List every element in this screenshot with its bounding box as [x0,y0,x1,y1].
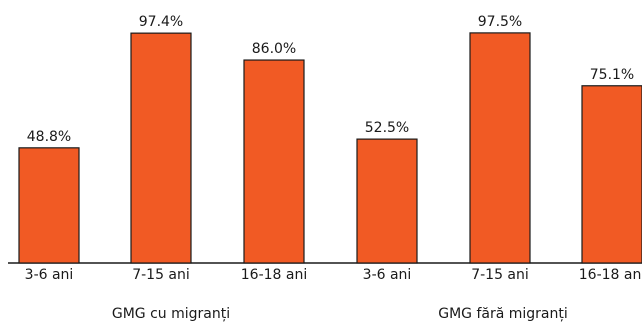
value-label: 75.1% [590,67,634,83]
value-label: 97.5% [478,14,522,30]
x-tick-label: 3-6 ani [25,267,74,283]
bar [469,32,531,264]
bar [581,85,642,264]
x-tick-label: 16-18 ani [241,267,307,283]
x-tick-label: 7-15 ani [132,267,190,283]
bar [18,147,80,264]
value-label: 48.8% [27,129,71,145]
x-tick-label: 16-18 ani [579,267,642,283]
bar [356,138,418,264]
x-tick-label: 7-15 ani [471,267,529,283]
bar [130,32,192,264]
value-label: 52.5% [365,120,409,136]
x-tick-label: 3-6 ani [363,267,412,283]
group-label: GMG cu migranți [112,306,230,322]
group-label: GMG fără migranți [438,306,568,322]
value-label: 86.0% [252,41,296,57]
bar [243,59,305,264]
value-label: 97.4% [139,14,183,30]
